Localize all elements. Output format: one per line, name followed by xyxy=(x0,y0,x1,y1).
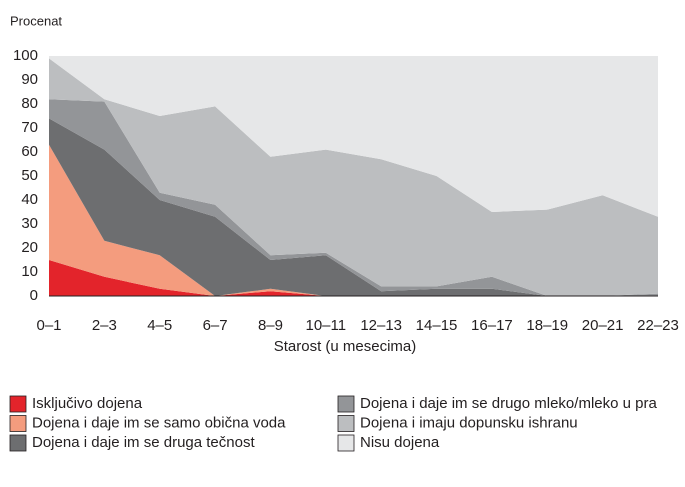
x-tick-label: 10–11 xyxy=(306,317,347,334)
legend-swatch xyxy=(337,434,355,452)
y-tick-label: 0 xyxy=(30,287,38,304)
area xyxy=(49,58,658,297)
x-tick-label: 16–17 xyxy=(471,317,513,334)
y-tick-label: 40 xyxy=(21,191,38,208)
x-tick-label: 14–15 xyxy=(416,317,458,334)
legend-swatch xyxy=(9,395,27,413)
x-tick-label: 18–19 xyxy=(526,317,568,334)
y-tick-label: 80 xyxy=(21,95,38,112)
x-tick-label: 20–21 xyxy=(582,317,624,334)
x-tick-label: 22–23 xyxy=(637,317,679,334)
y-tick-label: 20 xyxy=(21,239,38,256)
y-axis-title: Procenat xyxy=(10,13,62,28)
area xyxy=(49,56,658,217)
y-tick-label: 30 xyxy=(21,215,38,232)
legend-swatch xyxy=(9,415,27,432)
legend-swatch xyxy=(337,415,355,432)
x-tick-label: 0–1 xyxy=(36,317,61,334)
legend-label: Dojena i daje im se samo obična voda xyxy=(32,414,286,431)
y-tick-label: 70 xyxy=(21,119,38,136)
y-tick-label: 90 xyxy=(21,71,38,88)
area xyxy=(49,118,658,297)
x-tick-label: 8–9 xyxy=(258,317,283,334)
y-tick-label: 60 xyxy=(21,143,38,160)
x-tick-label: 4–5 xyxy=(147,317,172,334)
y-tick-label: 100 xyxy=(13,47,38,64)
legend-label: Dojena i daje im se druga tečnost xyxy=(32,434,255,451)
x-tick-label: 6–7 xyxy=(203,317,228,334)
legend-swatch xyxy=(337,395,355,413)
x-tick-label: 12–13 xyxy=(360,317,402,334)
y-tick-label: 50 xyxy=(21,167,38,184)
x-axis-title: Starost (u mesecima) xyxy=(274,338,417,355)
x-tick-label: 2–3 xyxy=(92,317,117,334)
legend-label: Isključivo dojena xyxy=(32,395,143,412)
legend-label: Dojena i daje im se drugo mleko/mleko u … xyxy=(360,395,657,412)
area xyxy=(49,260,658,296)
legend-label: Nisu dojena xyxy=(360,434,440,451)
legend-swatch xyxy=(9,434,27,452)
y-tick-label: 10 xyxy=(21,263,38,280)
legend-label: Dojena i imaju dopunsku ishranu xyxy=(360,414,578,431)
area xyxy=(49,99,658,296)
